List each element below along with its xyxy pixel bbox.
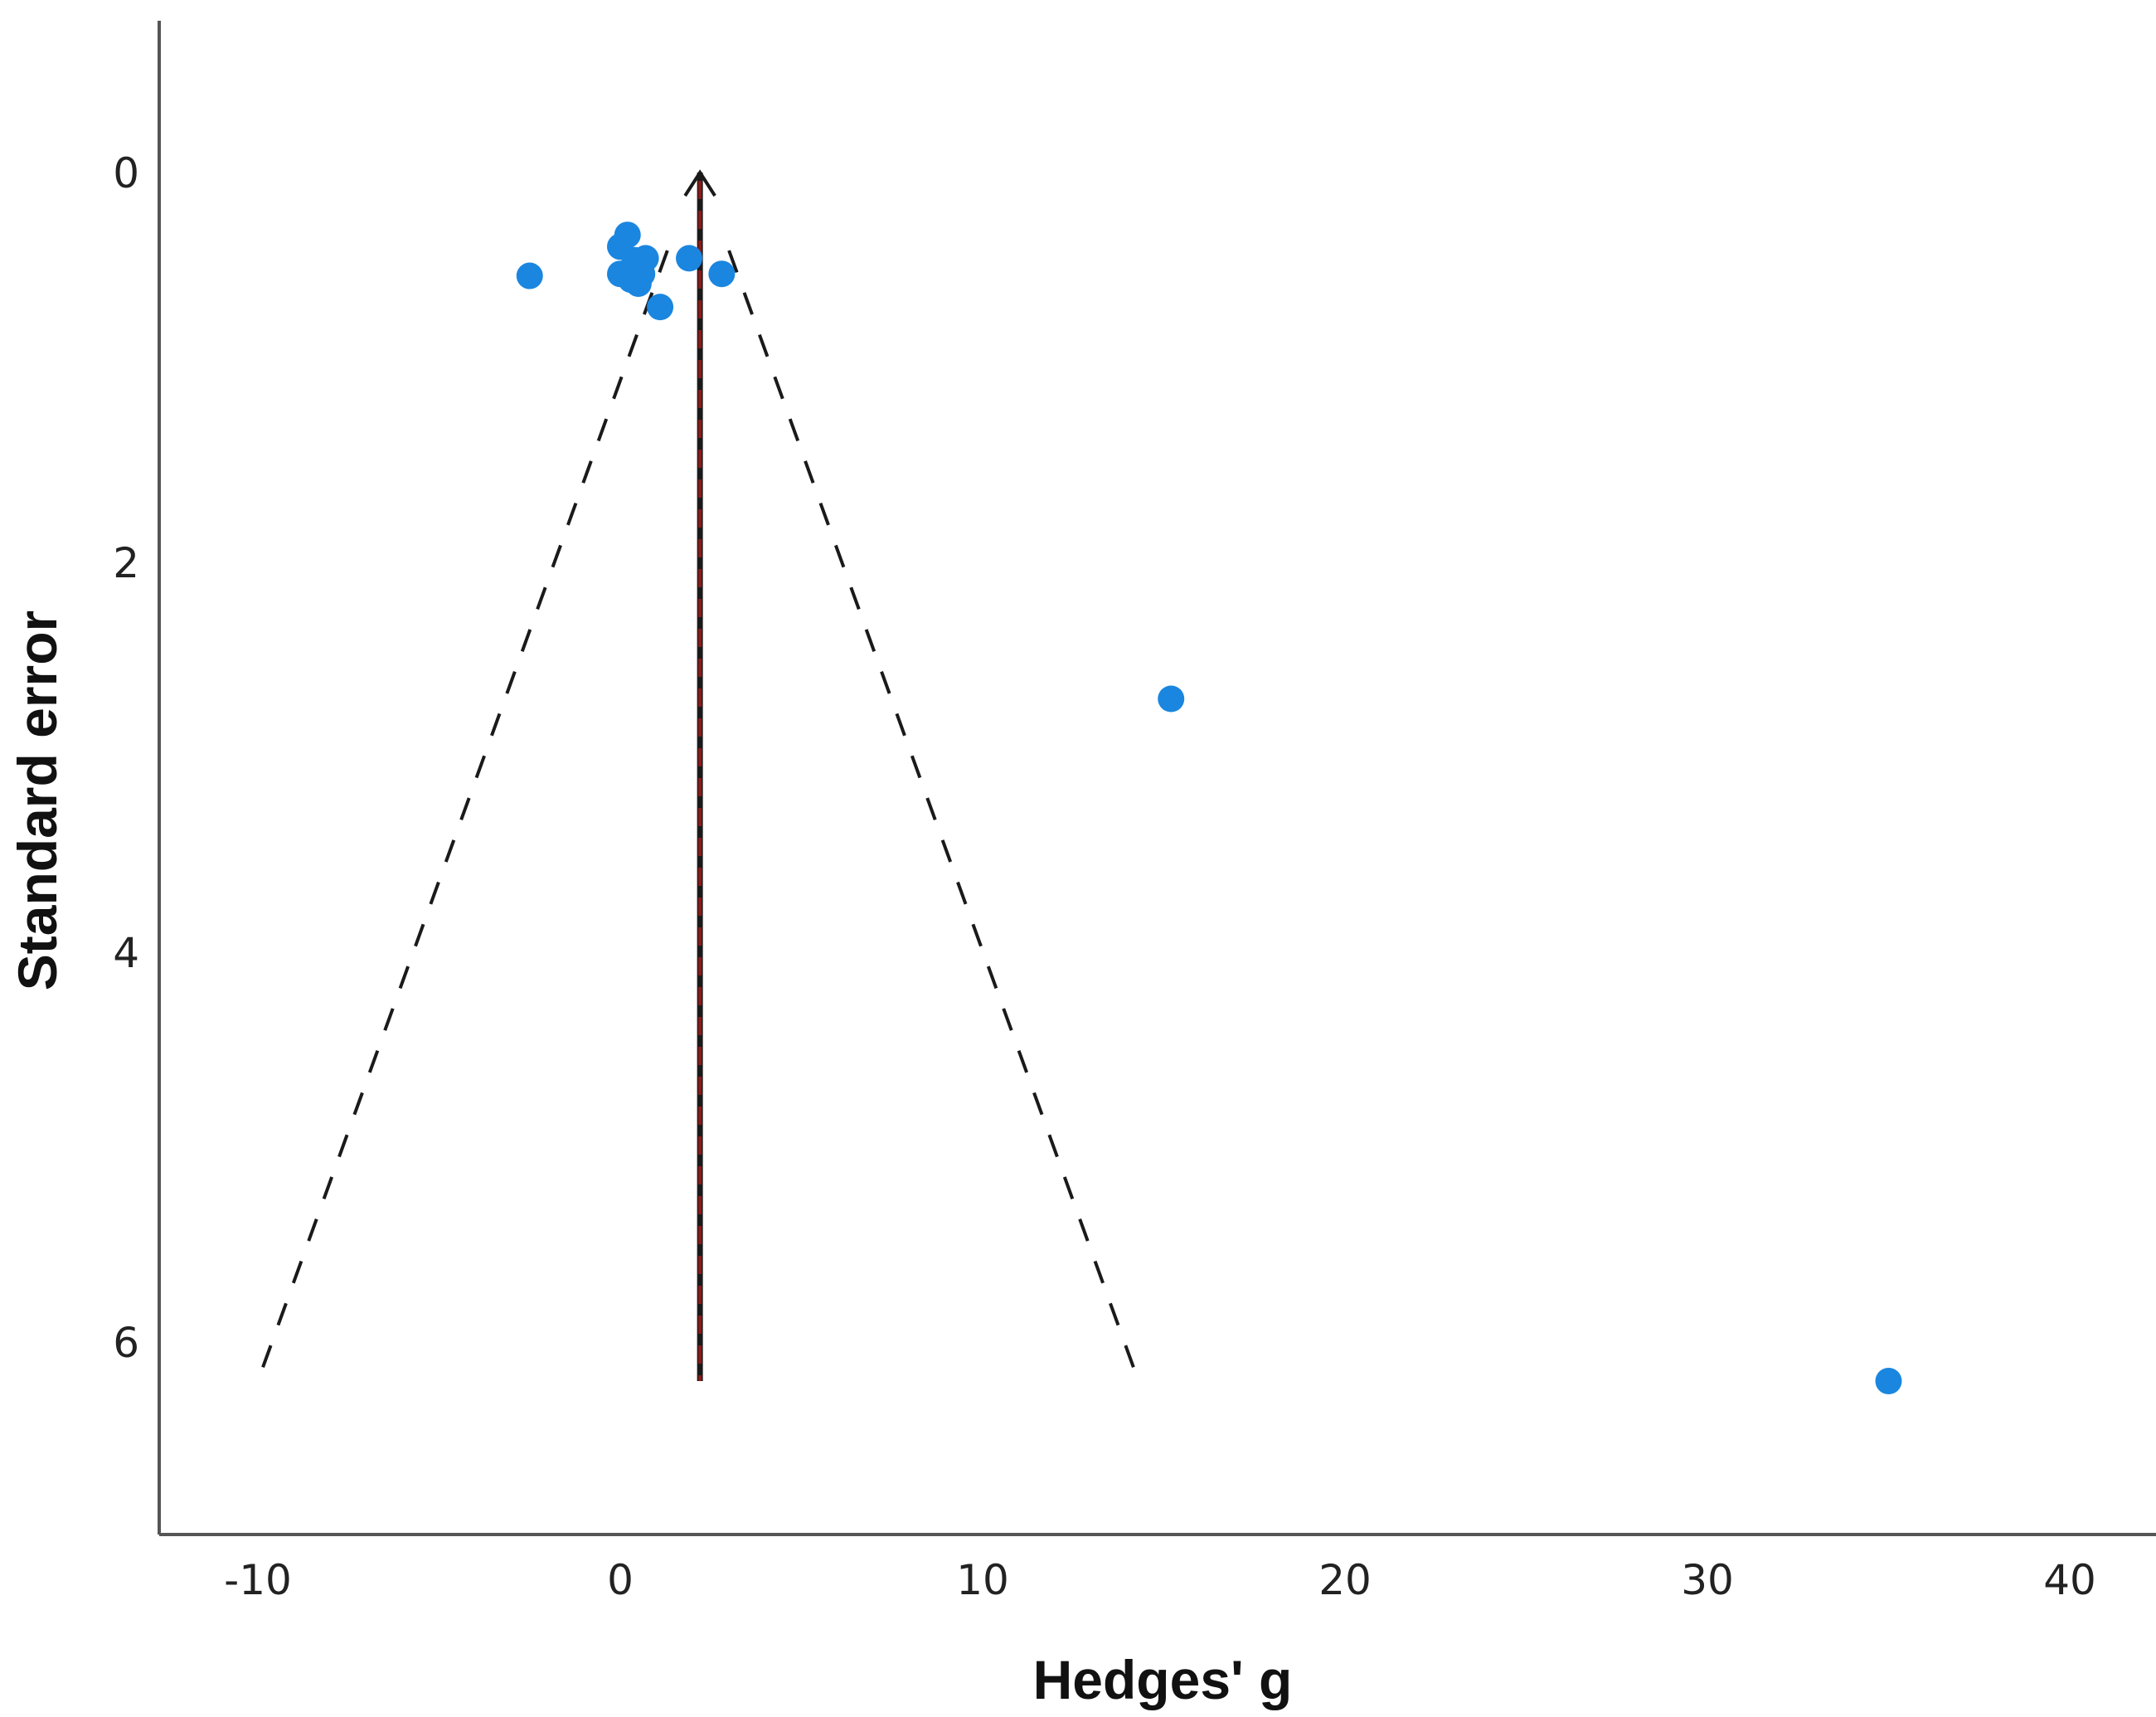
tick-labels: -10 0 10 20 30 40 0 2 4 6 <box>113 149 2096 1604</box>
funnel-right-line <box>727 250 1140 1382</box>
data-point <box>676 245 703 272</box>
axes <box>158 21 2156 1536</box>
data-point <box>629 260 656 288</box>
y-tick-label: 6 <box>113 1319 139 1367</box>
x-tick-label: 20 <box>1318 1556 1372 1604</box>
mean-line-group <box>683 169 716 1381</box>
data-points <box>516 221 1902 1394</box>
data-point <box>708 260 736 288</box>
data-point <box>614 221 641 249</box>
mean-line-arrowhead <box>683 169 716 197</box>
y-tick-label: 0 <box>113 149 139 197</box>
x-axis-title: Hedges' g <box>1033 1649 1293 1710</box>
x-tick-label: 0 <box>607 1556 634 1604</box>
y-axis-title: Standard error <box>7 610 68 990</box>
data-point <box>516 262 543 289</box>
x-tick-label: 30 <box>1681 1556 1734 1604</box>
funnel-lines <box>256 250 1140 1382</box>
x-tick-label: 40 <box>2043 1556 2096 1604</box>
y-tick-label: 2 <box>113 539 139 587</box>
x-tick-label: -10 <box>224 1556 292 1604</box>
data-point <box>1158 685 1185 713</box>
data-point <box>1875 1368 1902 1394</box>
y-tick-label: 4 <box>113 929 139 977</box>
x-tick-label: 10 <box>956 1556 1009 1604</box>
data-point <box>647 294 674 321</box>
funnel-left-line <box>256 250 669 1382</box>
